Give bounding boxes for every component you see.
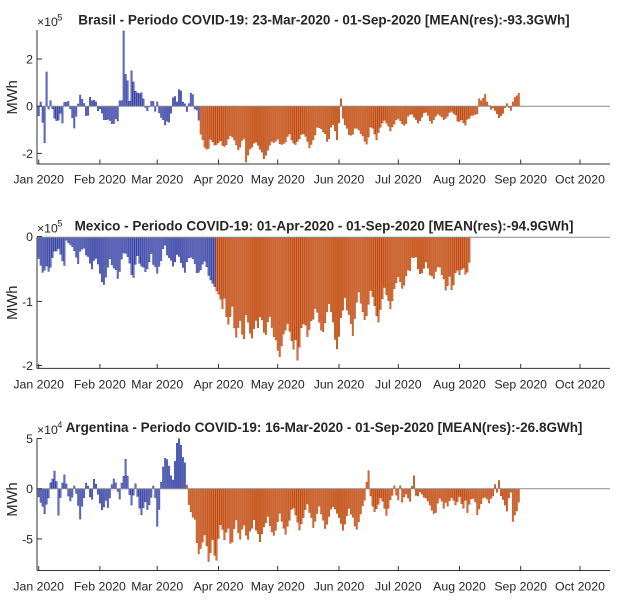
svg-text:Sep 2020: Sep 2020: [494, 579, 547, 593]
svg-text:Oct 2020: Oct 2020: [555, 579, 605, 593]
svg-text:×10: ×10: [37, 221, 58, 235]
svg-text:Apr 2020: Apr 2020: [194, 172, 244, 186]
svg-text:Jun 2020: Jun 2020: [314, 579, 365, 593]
svg-text:-2: -2: [22, 359, 33, 373]
svg-text:Jan 2020: Jan 2020: [13, 378, 64, 392]
svg-text:0: 0: [26, 100, 33, 114]
svg-text:May 2020: May 2020: [251, 172, 305, 186]
svg-text:0: 0: [26, 482, 33, 496]
svg-text:Aug 2020: Aug 2020: [433, 579, 486, 593]
svg-text:MWh: MWh: [5, 80, 21, 114]
svg-text:Aug 2020: Aug 2020: [433, 378, 486, 392]
svg-text:-1: -1: [22, 295, 33, 309]
svg-text:Jul 2020: Jul 2020: [375, 579, 422, 593]
svg-text:Jan 2020: Jan 2020: [13, 172, 64, 186]
svg-text:MWh: MWh: [5, 482, 21, 516]
svg-text:5: 5: [26, 432, 33, 446]
svg-text:MWh: MWh: [5, 286, 21, 320]
svg-text:5: 5: [57, 219, 62, 229]
svg-text:2: 2: [26, 52, 33, 66]
svg-text:Sep 2020: Sep 2020: [494, 172, 547, 186]
svg-text:Apr 2020: Apr 2020: [194, 378, 244, 392]
svg-text:-2: -2: [22, 147, 33, 161]
svg-text:4: 4: [57, 420, 62, 430]
svg-text:-5: -5: [22, 532, 33, 546]
svg-text:Jul 2020: Jul 2020: [375, 378, 422, 392]
svg-text:Feb 2020: Feb 2020: [74, 172, 126, 186]
svg-text:Brasil - Periodo COVID-19: 23-: Brasil - Periodo COVID-19: 23-Mar-2020 -…: [78, 12, 569, 27]
svg-text:Oct 2020: Oct 2020: [555, 172, 605, 186]
svg-text:Jul 2020: Jul 2020: [375, 172, 422, 186]
svg-text:Feb 2020: Feb 2020: [74, 378, 126, 392]
svg-text:May 2020: May 2020: [251, 378, 305, 392]
svg-text:Jun 2020: Jun 2020: [314, 172, 365, 186]
svg-text:Mar 2020: Mar 2020: [131, 172, 183, 186]
svg-text:Aug 2020: Aug 2020: [433, 172, 486, 186]
svg-text:5: 5: [57, 13, 62, 23]
svg-text:Mar 2020: Mar 2020: [131, 378, 183, 392]
svg-text:Feb 2020: Feb 2020: [74, 579, 126, 593]
svg-text:×10: ×10: [37, 15, 58, 29]
svg-text:Mexico - Periodo COVID-19: 01-: Mexico - Periodo COVID-19: 01-Apr-2020 -…: [75, 219, 574, 234]
svg-text:0: 0: [26, 230, 33, 244]
svg-text:Argentina - Periodo COVID-19:: Argentina - Periodo COVID-19: 16-Mar-202…: [66, 420, 583, 435]
svg-text:Apr 2020: Apr 2020: [194, 579, 244, 593]
svg-text:Sep 2020: Sep 2020: [494, 378, 547, 392]
svg-text:×10: ×10: [37, 423, 58, 437]
svg-text:Mar 2020: Mar 2020: [131, 579, 183, 593]
svg-text:Jun 2020: Jun 2020: [314, 378, 365, 392]
svg-text:May 2020: May 2020: [251, 579, 305, 593]
svg-text:Oct 2020: Oct 2020: [555, 378, 605, 392]
svg-text:Jan 2020: Jan 2020: [13, 579, 64, 593]
